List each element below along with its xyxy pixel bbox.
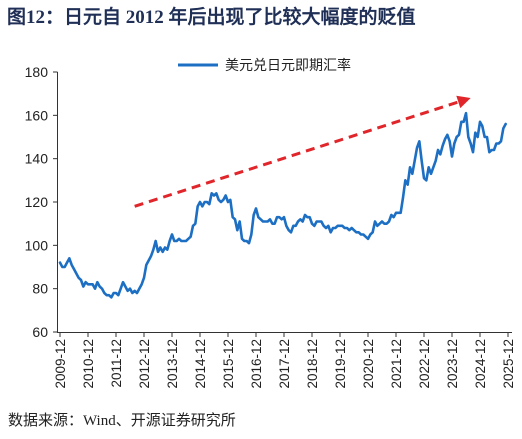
x-tick-label: 2012-12 <box>137 339 152 389</box>
x-tick-label: 2019-12 <box>333 339 348 389</box>
x-tick-label: 2016-12 <box>249 339 264 389</box>
y-tick-label: 120 <box>25 194 49 210</box>
x-tick-label: 2021-12 <box>389 339 404 389</box>
trend-arrowhead <box>456 95 471 109</box>
x-tick-label: 2020-12 <box>361 339 376 389</box>
series-line-0 <box>58 111 507 299</box>
trend-arrow-line <box>134 100 459 208</box>
x-tick-label: 2023-12 <box>445 339 460 389</box>
y-tick-label: 60 <box>32 324 48 340</box>
x-tick-label: 2025-12 <box>501 339 516 389</box>
x-tick-label: 2015-12 <box>221 339 236 389</box>
y-tick-label: 140 <box>25 151 49 167</box>
y-tick-label: 80 <box>32 281 48 297</box>
x-tick-label: 2017-12 <box>277 339 292 389</box>
x-tick-label: 2022-12 <box>417 339 432 389</box>
legend-label: 美元兑日元即期汇率 <box>225 57 351 74</box>
series-group <box>58 111 507 299</box>
x-tick-label: 2018-12 <box>305 339 320 389</box>
legend: 美元兑日元即期汇率 <box>178 57 351 74</box>
x-tick-label: 2011-12 <box>109 339 124 388</box>
x-tick-label: 2010-12 <box>81 339 96 389</box>
figure-title: 图12：日元自 2012 年后出现了比较大幅度的贬值 <box>7 7 416 28</box>
x-tick-label: 2014-12 <box>193 339 208 389</box>
y-axis-ticks: 60 80 100 120 140 160 180 <box>25 64 58 340</box>
x-tick-label: 2013-12 <box>165 339 180 389</box>
y-tick-label: 160 <box>25 107 49 123</box>
source-note: 数据来源：Wind、开源证券研究所 <box>8 413 236 429</box>
chart-axes <box>57 72 512 333</box>
annotation-group <box>134 95 471 208</box>
y-tick-label: 180 <box>25 64 49 80</box>
y-tick-label: 100 <box>25 237 49 253</box>
x-tick-label: 2009-12 <box>53 339 68 389</box>
x-axis-ticks: 2009-12 2010-12 2011-12 2012-12 2013-12 2014-… <box>53 332 516 389</box>
x-tick-label: 2024-12 <box>473 339 488 389</box>
